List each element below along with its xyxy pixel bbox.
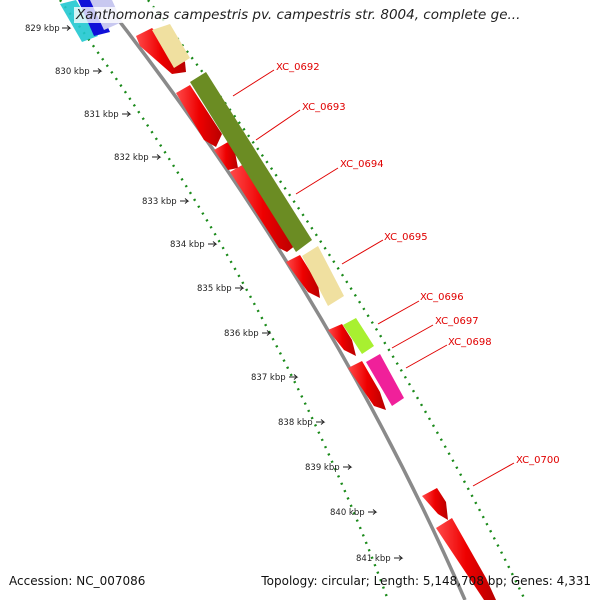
backbone [101,0,467,600]
gene-feature-red [328,324,356,356]
tick-arrow [368,509,378,515]
gene-feature-magenta [366,354,404,406]
gene-label-xc0693[interactable]: XC_0693 [302,102,346,113]
gene-feature-lime [343,318,374,354]
gene-feature-khaki [302,246,344,306]
gene-label-xc0698[interactable]: XC_0698 [448,337,492,348]
tick-label: 838 kbp [278,418,313,428]
gene-feature-red [436,518,496,600]
tick-arrow [289,374,299,380]
gene-feature-olive [190,72,312,252]
gene-label-xc0694[interactable]: XC_0694 [340,159,384,170]
label-leader [377,300,420,325]
tick-arrow [208,241,218,247]
tick-arrow [93,68,103,74]
tick-label: 837 kbp [251,373,286,383]
gene-feature-red [176,85,222,147]
accession-text: Accession: NC_007086 [9,574,146,588]
gene-feature-red [422,488,448,520]
gene-feature-red [230,164,296,252]
label-leader [472,462,515,487]
tick-arrow [343,464,353,470]
gene-label-xc0697[interactable]: XC_0697 [435,316,479,327]
tick-label: 833 kbp [142,197,177,207]
gene-feature-red [286,255,320,298]
tick-label: 836 kbp [224,329,259,339]
gene-feature-khaki [152,24,190,68]
gc-track-inner [59,0,390,600]
tick-arrow [62,25,72,31]
tick-label: 835 kbp [197,284,232,294]
label-leader [232,69,275,97]
tick-arrow [394,555,404,561]
gene-label-xc0695[interactable]: XC_0695 [384,232,428,243]
tick-arrow [262,330,272,336]
tick-label: 830 kbp [55,67,90,77]
tick-label: 839 kbp [305,463,340,473]
tick-label: 840 kbp [330,508,365,518]
tick-label: 841 kbp [356,554,391,564]
genome-title: Xanthomonas campestris pv. campestris st… [74,7,523,23]
tick-label: 834 kbp [170,240,205,250]
gene-feature-red [348,361,386,410]
tick-label: 829 kbp [25,24,60,34]
label-leader [405,344,448,369]
tick-label: 832 kbp [114,153,149,163]
label-leader [255,109,301,141]
gene-label-xc0692[interactable]: XC_0692 [276,62,320,73]
tick-arrow [235,285,245,291]
genome-summary-text: Topology: circular; Length: 5,148,708 bp… [261,574,591,588]
kbp-ticks: 829 kbp 830 kbp 831 kbp 832 kbp 833 kbp … [25,24,404,564]
label-leader [391,324,434,349]
label-leader [341,239,384,265]
tick-label: 831 kbp [84,110,119,120]
gene-label-xc0696[interactable]: XC_0696 [420,292,464,303]
tick-arrow [180,198,190,204]
tick-arrow [152,154,162,160]
tick-arrow [316,419,326,425]
label-leader [295,167,339,195]
tick-arrow [122,111,132,117]
gene-label-xc0700[interactable]: XC_0700 [516,455,560,466]
